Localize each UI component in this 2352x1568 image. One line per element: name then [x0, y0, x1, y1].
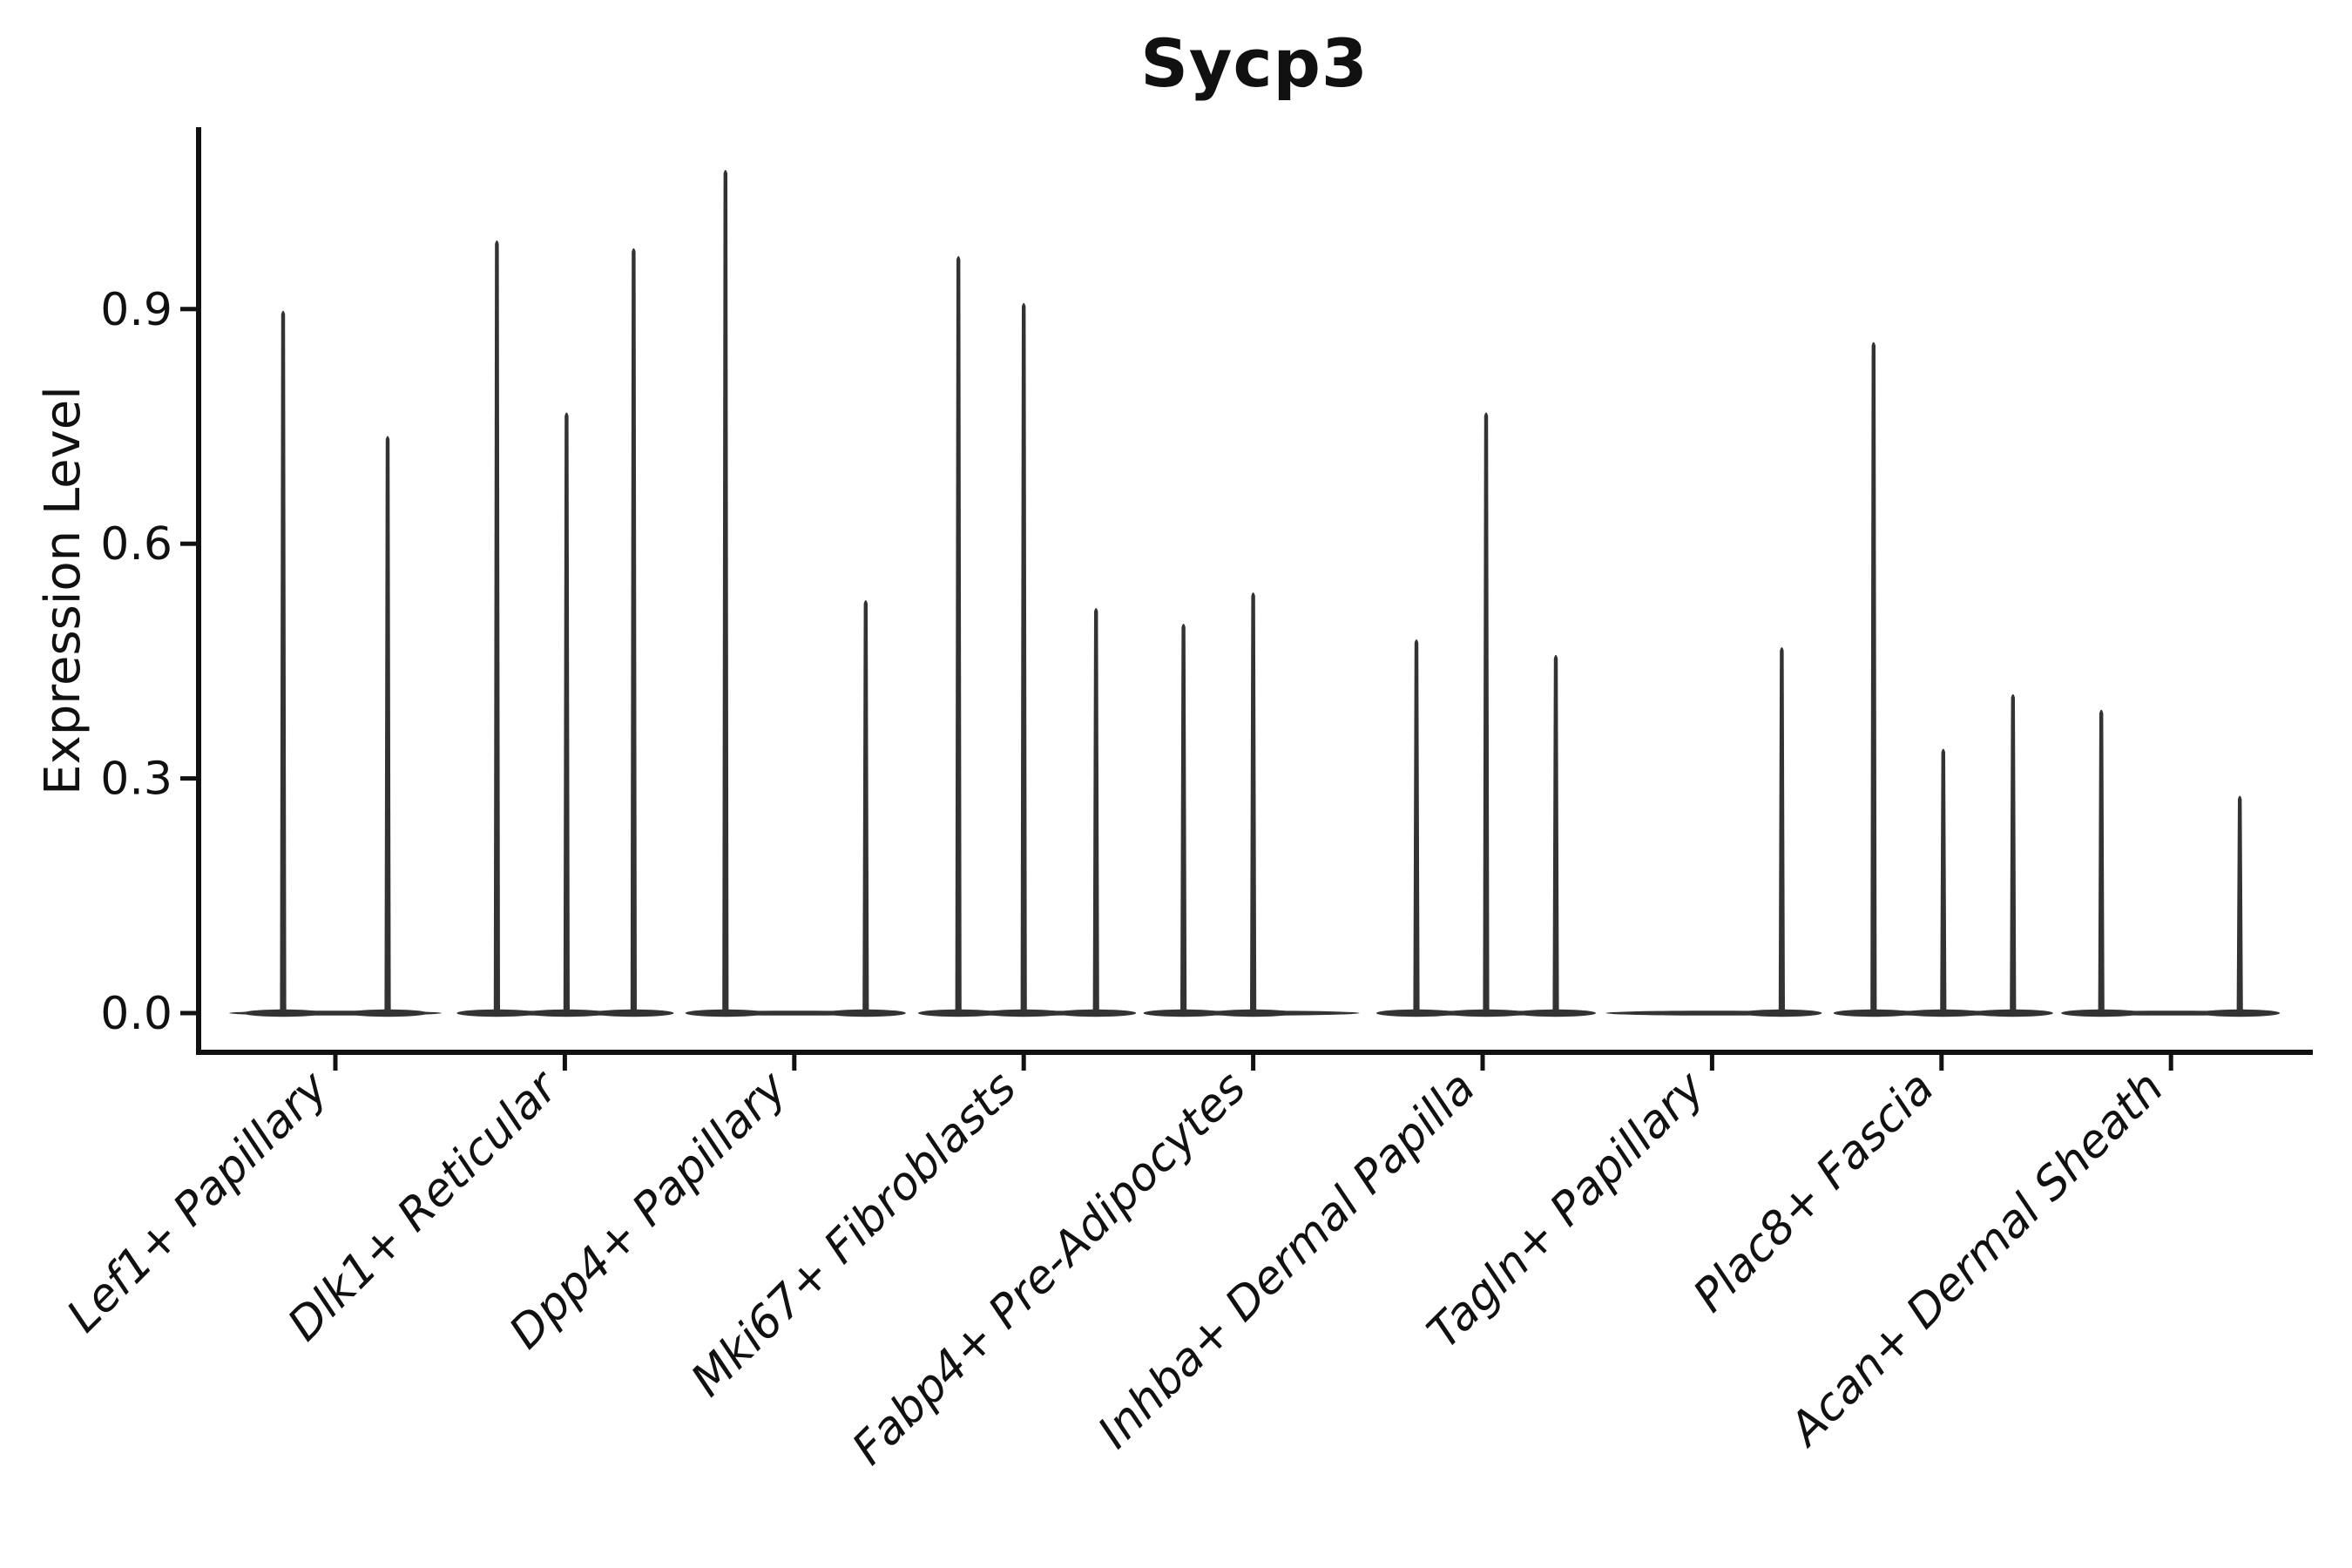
y-tick — [180, 776, 196, 781]
violin-peak — [862, 600, 869, 1013]
y-tick — [180, 541, 196, 546]
plot-title: Sycp3 — [1140, 24, 1369, 102]
x-tick-label: Plac8+ Fascia — [1684, 1062, 1944, 1322]
x-tick — [792, 1055, 797, 1071]
violin-peak — [630, 247, 637, 1014]
violin-peak — [2010, 693, 2017, 1013]
y-tick — [180, 307, 196, 312]
violin-peak — [1020, 302, 1027, 1013]
violin-peak — [2098, 709, 2105, 1013]
x-tick-label: Inhba+ Dermal Papilla — [1088, 1062, 1485, 1459]
violin-peak — [1552, 654, 1559, 1013]
violin-peak — [1092, 608, 1099, 1013]
y-tick-label: 0.9 — [100, 284, 172, 336]
y-tick-label: 0.0 — [100, 988, 172, 1040]
x-tick — [1939, 1055, 1944, 1071]
y-tick-label: 0.3 — [100, 754, 172, 806]
violin-peak — [280, 310, 287, 1013]
violin-peak — [2236, 795, 2243, 1013]
x-tick — [1251, 1055, 1256, 1071]
y-axis-spine — [196, 127, 201, 1055]
violin-peak — [722, 170, 729, 1013]
violin-peak — [1940, 748, 1947, 1013]
x-tick — [2168, 1055, 2173, 1071]
y-tick — [180, 1010, 196, 1016]
violin-peak — [1870, 341, 1877, 1014]
x-tick — [562, 1055, 567, 1071]
violin-peak — [493, 240, 500, 1014]
violin-peak — [563, 412, 570, 1013]
x-tick — [1709, 1055, 1714, 1071]
violin-peak — [384, 436, 391, 1014]
violin-peak — [1483, 412, 1490, 1013]
violin-peak — [1778, 646, 1785, 1013]
violin-peak — [1180, 624, 1187, 1013]
y-tick-label: 0.6 — [100, 518, 172, 571]
violin-peak — [1413, 639, 1420, 1013]
x-tick — [1021, 1055, 1026, 1071]
x-tick-label: Fabp4+ Pre-Adipocytes — [842, 1062, 1256, 1476]
x-tick-label: Acan+ Dermal Sheath — [1778, 1062, 2173, 1457]
violin-peak — [955, 255, 962, 1013]
x-tick — [333, 1055, 338, 1071]
violin-peak — [1250, 592, 1257, 1013]
x-axis-spine — [196, 1050, 2313, 1055]
x-tick — [1480, 1055, 1485, 1071]
